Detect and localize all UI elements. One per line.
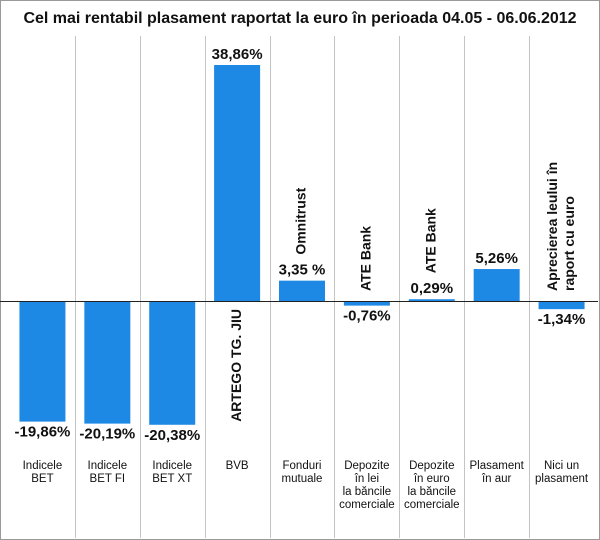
category-label: mutuale: [282, 473, 323, 485]
category-label: în lei: [354, 473, 379, 485]
category-label: BVB: [226, 460, 249, 472]
category-label: Depozite: [344, 460, 389, 472]
note-label: ARTEGO TG. JIU: [228, 309, 244, 422]
category-label: la băncile: [343, 486, 392, 498]
value-label: -20,38%: [144, 427, 200, 444]
value-label: -19,86%: [15, 424, 71, 441]
value-label: 38,86%: [212, 46, 263, 63]
category-label: în aur: [481, 473, 512, 485]
category-label: comerciale: [339, 499, 395, 511]
note-label: ATE Bank: [358, 226, 374, 291]
category-label: comerciale: [404, 499, 460, 511]
bar: [149, 301, 196, 425]
bar: [19, 301, 66, 422]
chart-title: Cel mai rentabil plasament raportat la e…: [23, 10, 577, 27]
note-label: Omnitrust: [293, 187, 309, 254]
category-label: Plasament: [469, 460, 524, 472]
bar: [473, 269, 520, 301]
value-label: 0,29%: [411, 280, 454, 297]
note-label: Aprecierea leului în: [544, 162, 560, 291]
bar: [84, 301, 131, 424]
note-label: raport cu euro: [561, 196, 577, 291]
value-label: -1,34%: [538, 311, 586, 328]
category-label: BET XT: [152, 473, 192, 485]
category-label: la băncile: [407, 486, 456, 498]
value-label: -20,19%: [79, 426, 135, 443]
category-label: Indicele: [152, 460, 192, 472]
category-label: în euro: [413, 473, 450, 485]
category-label: Depozite: [409, 460, 454, 472]
bar: [343, 301, 390, 306]
value-label: 3,35 %: [279, 262, 326, 279]
category-label: BET: [31, 473, 53, 485]
category-label: Fonduri: [283, 460, 322, 472]
category-label: plasament: [535, 473, 589, 485]
bar: [538, 301, 585, 310]
category-label: Indicele: [88, 460, 128, 472]
category-label: Nici un: [544, 460, 579, 472]
category-label: BET FI: [90, 473, 126, 485]
bar: [279, 280, 325, 301]
note-label: ATE Bank: [422, 208, 438, 273]
value-label: 5,26%: [475, 250, 518, 267]
bar: [408, 299, 455, 301]
category-label: Indicele: [23, 460, 63, 472]
bar: [214, 65, 261, 301]
value-label: -0,76%: [343, 308, 391, 325]
